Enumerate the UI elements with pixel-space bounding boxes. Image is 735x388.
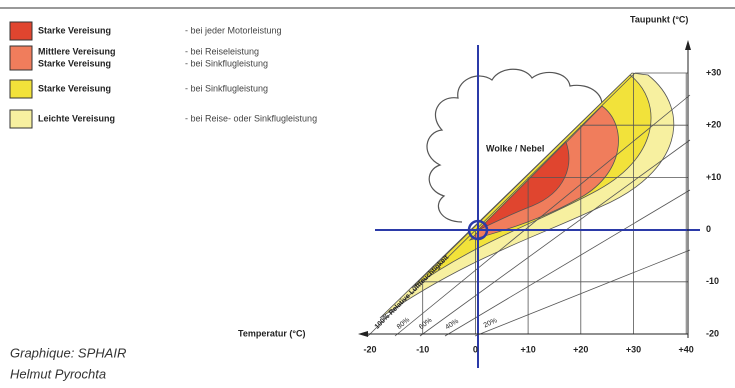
humidity-line	[395, 95, 690, 336]
legend-swatch	[10, 110, 32, 128]
humidity-label: 100% Relative Luftfeuchtigkeit	[374, 254, 451, 331]
legend-desc: - bei Reiseleistung	[185, 46, 259, 56]
y-tick-label: 0	[706, 224, 711, 234]
humidity-label: 60%	[418, 317, 433, 331]
y-tick-label: -10	[706, 276, 719, 286]
x-tick-label: 0	[473, 344, 478, 354]
legend-label: Mittlere Vereisung	[38, 46, 116, 56]
legend-desc: - bei jeder Motorleistung	[185, 25, 282, 35]
y-tick-label: +10	[706, 172, 721, 182]
y-axis-title: Taupunkt (°C)	[630, 14, 688, 24]
legend-desc: - bei Sinkflugleistung	[185, 83, 268, 93]
y-tick-label: -20	[706, 328, 719, 338]
legend-swatch	[10, 22, 32, 40]
page: Starke Vereisung - bei jeder Motorleistu…	[0, 0, 735, 388]
y-tick-label: +30	[706, 67, 721, 77]
arrow	[358, 331, 368, 337]
x-tick-label: -20	[363, 344, 376, 354]
arrow	[685, 40, 691, 50]
credit: Graphique: SPHAIR	[10, 345, 126, 360]
x-tick-label: +20	[573, 344, 588, 354]
y-tick-label: +20	[706, 120, 721, 130]
x-tick-label: +40	[679, 344, 694, 354]
x-tick-label: -10	[416, 344, 429, 354]
cloud-label: Wolke / Nebel	[486, 143, 544, 153]
x-tick-label: +10	[520, 344, 535, 354]
legend-label: Starke Vereisung	[38, 58, 111, 68]
x-tick-label: +30	[626, 344, 641, 354]
legend-swatch	[10, 80, 32, 98]
legend-label: Leichte Vereisung	[38, 113, 115, 123]
legend-swatch	[10, 46, 32, 70]
credit: Helmut Pyrochta	[10, 366, 106, 381]
humidity-line	[475, 250, 690, 336]
legend-label: Starke Vereisung	[38, 25, 111, 35]
legend-desc: - bei Sinkflugleistung	[185, 58, 268, 68]
legend-label: Starke Vereisung	[38, 83, 111, 93]
x-axis-title: Temperatur (°C)	[238, 328, 305, 338]
humidity-label: 40%	[444, 318, 460, 331]
legend-desc: - bei Reise- oder Sinkflugleistung	[185, 113, 317, 123]
